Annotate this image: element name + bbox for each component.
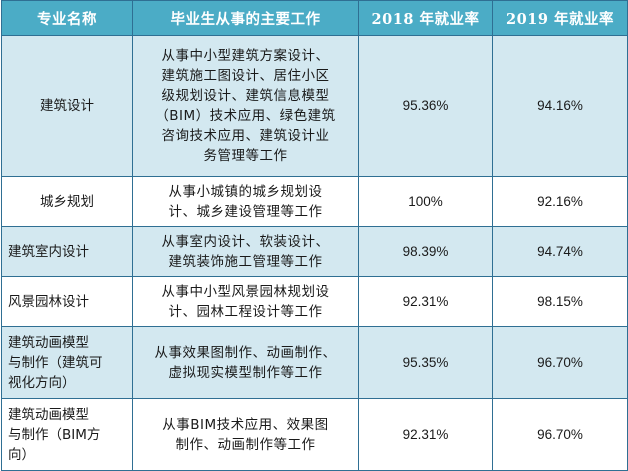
header-main-work: 毕业生从事的主要工作	[132, 0, 359, 36]
work-line: 级规划设计、建筑信息模型	[161, 88, 330, 104]
table-row: 风景园林设计 从事中小型风景园林规划设 计、园林工程设计等工作 92.31% 9…	[1, 276, 628, 327]
rate-2018: 92.31%	[358, 398, 493, 471]
main-work: 从事小城镇的城乡规划设 计、城乡建设管理等工作	[132, 176, 359, 227]
major-name: 建筑室内设计	[1, 226, 133, 277]
main-work: 从事中小型风景园林规划设 计、园林工程设计等工作	[132, 276, 359, 327]
work-line: 建筑装饰施工管理等工作	[168, 253, 323, 270]
header-row: 专业名称 毕业生从事的主要工作 2018 年就业率 2019 年就业率	[1, 0, 628, 36]
rate-2019: 96.70%	[492, 398, 628, 471]
work-line: （BIM）技术应用、绿色建筑	[155, 108, 336, 124]
work-line: 务管理等工作	[203, 148, 288, 164]
header-major: 专业名称	[1, 0, 133, 36]
main-work: 从事效果图制作、动画制作、 虚拟现实模型制作等工作	[132, 326, 359, 399]
major-line: 建筑动画模型	[8, 334, 89, 351]
work-line: 从事效果图制作、动画制作、	[154, 344, 337, 361]
header-rate-2018: 2018 年就业率	[358, 0, 493, 36]
rate-2019: 94.16%	[492, 35, 628, 177]
major-name: 建筑动画模型 与制作（BIM方 向）	[1, 398, 133, 471]
major-line: 向）	[8, 446, 35, 463]
work-line: 制作、动画制作等工作	[175, 436, 316, 453]
rate-2018: 100%	[358, 176, 493, 227]
rate-2019: 94.74%	[492, 226, 628, 277]
main-work: 从事中小型建筑方案设计、 建筑施工图设计、居住小区 级规划设计、建筑信息模型 （…	[132, 35, 359, 177]
work-line: 计、园林工程设计等工作	[168, 303, 323, 320]
rate-2019: 92.16%	[492, 176, 628, 227]
work-line: 从事BIM技术应用、效果图	[162, 416, 329, 433]
work-line: 建筑施工图设计、居住小区	[161, 68, 330, 84]
work-line: 从事中小型风景园林规划设	[161, 283, 330, 300]
table-row: 建筑动画模型 与制作（建筑可 视化方向） 从事效果图制作、动画制作、 虚拟现实模…	[1, 326, 628, 399]
rate-2019: 96.70%	[492, 326, 628, 399]
rate-2018: 98.39%	[358, 226, 493, 277]
major-line: 视化方向）	[8, 374, 76, 391]
work-line: 从事中小型建筑方案设计、	[161, 48, 330, 64]
major-name: 建筑设计	[1, 35, 133, 177]
rate-2019: 98.15%	[492, 276, 628, 327]
work-line: 计、城乡建设管理等工作	[168, 203, 323, 220]
major-name: 风景园林设计	[1, 276, 133, 327]
work-line: 虚拟现实模型制作等工作	[168, 364, 323, 381]
table-row: 建筑室内设计 从事室内设计、软装设计、 建筑装饰施工管理等工作 98.39% 9…	[1, 226, 628, 277]
table-row: 城乡规划 从事小城镇的城乡规划设 计、城乡建设管理等工作 100% 92.16%	[1, 176, 628, 227]
rate-2018: 95.35%	[358, 326, 493, 399]
major-line: 建筑动画模型	[8, 406, 89, 423]
major-line: 与制作（建筑可	[8, 354, 103, 371]
rate-2018: 95.36%	[358, 35, 493, 177]
major-name: 建筑动画模型 与制作（建筑可 视化方向）	[1, 326, 133, 399]
table-row: 建筑设计 从事中小型建筑方案设计、 建筑施工图设计、居住小区 级规划设计、建筑信…	[1, 35, 628, 177]
main-work: 从事室内设计、软装设计、 建筑装饰施工管理等工作	[132, 226, 359, 277]
major-name: 城乡规划	[1, 176, 133, 227]
major-line: 与制作（BIM方	[8, 426, 101, 443]
work-line: 从事室内设计、软装设计、	[161, 233, 330, 250]
main-work: 从事BIM技术应用、效果图 制作、动画制作等工作	[132, 398, 359, 471]
work-line: 从事小城镇的城乡规划设	[168, 183, 323, 200]
work-line: 咨询技术应用、建筑设计业	[161, 128, 330, 144]
header-rate-2019: 2019 年就业率	[492, 0, 628, 36]
rate-2018: 92.31%	[358, 276, 493, 327]
table-row: 建筑动画模型 与制作（BIM方 向） 从事BIM技术应用、效果图 制作、动画制作…	[1, 398, 628, 471]
